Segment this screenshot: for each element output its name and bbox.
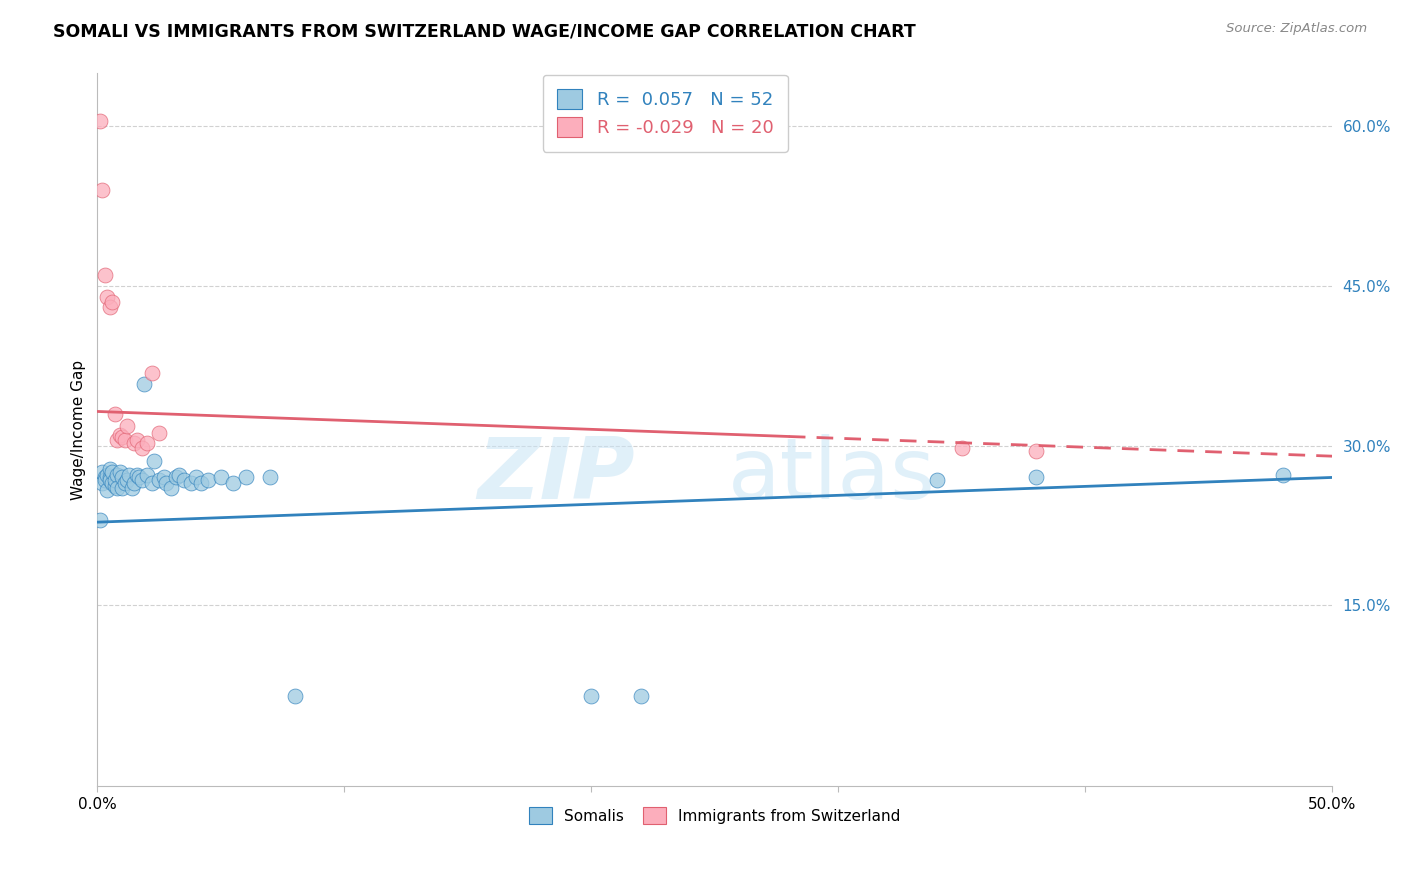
Point [98, 462, 121, 476]
Point [94, 268, 117, 283]
Point [111, 470, 134, 484]
Point [105, 468, 128, 483]
Point [148, 425, 170, 440]
Point [160, 481, 183, 495]
Point [96, 483, 118, 498]
Point [115, 473, 138, 487]
Point [124, 475, 146, 490]
Point [131, 473, 153, 487]
Point [94, 473, 117, 487]
Point [94, 470, 117, 484]
Point [284, 689, 307, 703]
Point [190, 475, 212, 490]
Point [108, 465, 131, 479]
Point [581, 689, 603, 703]
Point [101, 475, 124, 490]
Point [153, 470, 176, 484]
Point [91, 183, 114, 197]
Point [91, 475, 114, 490]
Point [235, 470, 257, 484]
Point [118, 468, 141, 483]
Point [165, 470, 187, 484]
Point [141, 366, 163, 380]
Point [115, 419, 138, 434]
Point [259, 470, 281, 484]
Point [630, 689, 652, 703]
Point [114, 475, 136, 490]
Point [131, 441, 153, 455]
Point [101, 294, 124, 309]
Point [121, 481, 143, 495]
Text: SOMALI VS IMMIGRANTS FROM SWITZERLAND WAGE/INCOME GAP CORRELATION CHART: SOMALI VS IMMIGRANTS FROM SWITZERLAND WA… [53, 22, 917, 40]
Point [1025, 470, 1047, 484]
Point [184, 470, 207, 484]
Point [96, 468, 118, 483]
Point [125, 468, 148, 483]
Point [135, 468, 157, 483]
Point [209, 470, 232, 484]
Point [173, 473, 195, 487]
Legend: Somalis, Immigrants from Switzerland: Somalis, Immigrants from Switzerland [523, 801, 907, 830]
Point [950, 441, 973, 455]
Point [128, 470, 150, 484]
Point [134, 376, 156, 391]
Point [143, 454, 166, 468]
Point [114, 433, 136, 447]
Point [91, 465, 114, 479]
Point [101, 465, 124, 479]
Text: Source: ZipAtlas.com: Source: ZipAtlas.com [1226, 22, 1367, 36]
Y-axis label: Wage/Income Gap: Wage/Income Gap [72, 359, 86, 500]
Point [141, 475, 163, 490]
Point [925, 473, 948, 487]
Point [108, 428, 131, 442]
Point [167, 468, 190, 483]
Point [111, 481, 134, 495]
Point [105, 481, 128, 495]
Point [197, 473, 219, 487]
Point [89, 114, 111, 128]
Point [222, 475, 245, 490]
Point [98, 473, 121, 487]
Point [98, 300, 121, 314]
Point [135, 436, 157, 450]
Point [124, 436, 146, 450]
Point [89, 513, 111, 527]
Point [96, 289, 118, 303]
Text: atlas: atlas [728, 434, 936, 517]
Point [148, 473, 170, 487]
Point [180, 475, 202, 490]
Point [1025, 443, 1047, 458]
Point [104, 407, 127, 421]
Text: ZIP: ZIP [477, 434, 634, 517]
Point [104, 479, 127, 493]
Point [1271, 468, 1294, 483]
Point [105, 433, 128, 447]
Point [111, 430, 134, 444]
Point [155, 475, 177, 490]
Point [104, 473, 127, 487]
Point [125, 433, 148, 447]
Point [98, 470, 121, 484]
